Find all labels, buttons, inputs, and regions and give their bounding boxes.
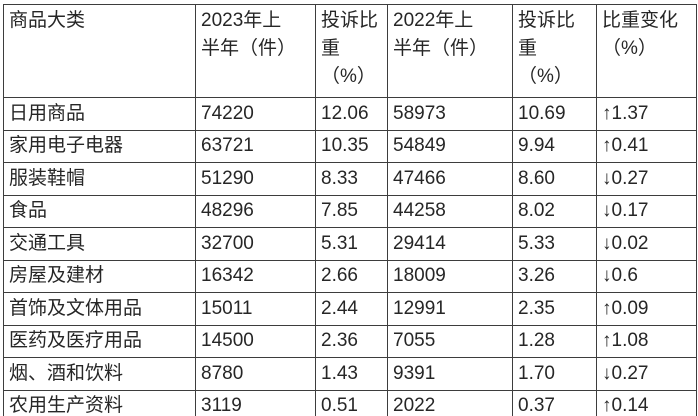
share-2022-cell: 8.60	[512, 162, 597, 196]
category-cell: 家用电子电器	[3, 129, 196, 163]
category-cell: 交通工具	[3, 227, 196, 261]
col-header-share-change: 比重变化 （%）	[596, 4, 697, 98]
share-change-cell: ↑1.08	[596, 324, 697, 358]
volume-2023-cell: 32700	[195, 227, 316, 261]
table-row: 家用电子电器 63721 10.35 54849 9.94 ↑0.41	[3, 129, 697, 163]
share-change-cell: ↓0.6	[596, 259, 697, 293]
share-2023-cell: 2.36	[315, 324, 388, 358]
share-2023-cell: 2.66	[315, 259, 388, 293]
volume-2022-cell: 12991	[387, 292, 513, 326]
share-2022-cell: 9.94	[512, 129, 597, 163]
category-cell: 医药及医疗用品	[3, 324, 196, 358]
col-header-2022-share: 投诉比 重 （%）	[512, 4, 597, 98]
share-2022-cell: 10.69	[512, 97, 597, 131]
category-cell: 烟、酒和饮料	[3, 357, 196, 391]
volume-2022-cell: 9391	[387, 357, 513, 391]
col-header-category: 商品大类	[3, 4, 196, 98]
share-change-cell: ↓0.02	[596, 227, 697, 261]
category-cell: 房屋及建材	[3, 259, 196, 293]
category-cell: 服装鞋帽	[3, 162, 196, 196]
col-header-2023-share: 投诉比 重 （%）	[315, 4, 388, 98]
share-2022-cell: 0.37	[512, 389, 597, 416]
share-change-cell: ↑0.09	[596, 292, 697, 326]
complaints-statistics-table: 商品大类 2023年上 半年（件） 投诉比 重 （%） 2022年上 半年（件）…	[3, 4, 697, 416]
share-2023-cell: 8.33	[315, 162, 388, 196]
col-header-2022-volume: 2022年上 半年（件）	[387, 4, 513, 98]
share-change-cell: ↓0.27	[596, 162, 697, 196]
volume-2023-cell: 51290	[195, 162, 316, 196]
volume-2023-cell: 74220	[195, 97, 316, 131]
share-change-cell: ↑0.14	[596, 389, 697, 416]
volume-2022-cell: 29414	[387, 227, 513, 261]
share-2023-cell: 2.44	[315, 292, 388, 326]
volume-2022-cell: 54849	[387, 129, 513, 163]
share-2022-cell: 3.26	[512, 259, 597, 293]
table-row: 日用商品 74220 12.06 58973 10.69 ↑1.37	[3, 97, 697, 131]
volume-2023-cell: 8780	[195, 357, 316, 391]
table-header-row: 商品大类 2023年上 半年（件） 投诉比 重 （%） 2022年上 半年（件）…	[3, 4, 697, 98]
volume-2022-cell: 44258	[387, 194, 513, 228]
category-cell: 食品	[3, 194, 196, 228]
table-row: 食品 48296 7.85 44258 8.02 ↓0.17	[3, 194, 697, 228]
table-row: 首饰及文体用品 15011 2.44 12991 2.35 ↑0.09	[3, 292, 697, 326]
table-row: 交通工具 32700 5.31 29414 5.33 ↓0.02	[3, 227, 697, 261]
volume-2022-cell: 18009	[387, 259, 513, 293]
share-2022-cell: 1.70	[512, 357, 597, 391]
category-cell: 首饰及文体用品	[3, 292, 196, 326]
col-header-2023-volume: 2023年上 半年（件）	[195, 4, 316, 98]
volume-2023-cell: 16342	[195, 259, 316, 293]
share-2023-cell: 12.06	[315, 97, 388, 131]
share-2023-cell: 1.43	[315, 357, 388, 391]
volume-2022-cell: 47466	[387, 162, 513, 196]
share-change-cell: ↑0.41	[596, 129, 697, 163]
volume-2023-cell: 15011	[195, 292, 316, 326]
share-change-cell: ↑1.37	[596, 97, 697, 131]
share-2022-cell: 1.28	[512, 324, 597, 358]
share-2023-cell: 5.31	[315, 227, 388, 261]
share-2022-cell: 5.33	[512, 227, 597, 261]
volume-2022-cell: 2022	[387, 389, 513, 416]
volume-2023-cell: 3119	[195, 389, 316, 416]
share-2023-cell: 10.35	[315, 129, 388, 163]
volume-2023-cell: 14500	[195, 324, 316, 358]
table-row: 烟、酒和饮料 8780 1.43 9391 1.70 ↓0.27	[3, 357, 697, 391]
volume-2023-cell: 48296	[195, 194, 316, 228]
volume-2023-cell: 63721	[195, 129, 316, 163]
share-change-cell: ↓0.17	[596, 194, 697, 228]
category-cell: 农用生产资料	[3, 389, 196, 416]
table-row: 农用生产资料 3119 0.51 2022 0.37 ↑0.14	[3, 389, 697, 416]
share-change-cell: ↓0.27	[596, 357, 697, 391]
volume-2022-cell: 58973	[387, 97, 513, 131]
table-row: 医药及医疗用品 14500 2.36 7055 1.28 ↑1.08	[3, 324, 697, 358]
volume-2022-cell: 7055	[387, 324, 513, 358]
table-row: 房屋及建材 16342 2.66 18009 3.26 ↓0.6	[3, 259, 697, 293]
share-2023-cell: 7.85	[315, 194, 388, 228]
share-2022-cell: 8.02	[512, 194, 597, 228]
category-cell: 日用商品	[3, 97, 196, 131]
share-2022-cell: 2.35	[512, 292, 597, 326]
table-row: 服装鞋帽 51290 8.33 47466 8.60 ↓0.27	[3, 162, 697, 196]
share-2023-cell: 0.51	[315, 389, 388, 416]
